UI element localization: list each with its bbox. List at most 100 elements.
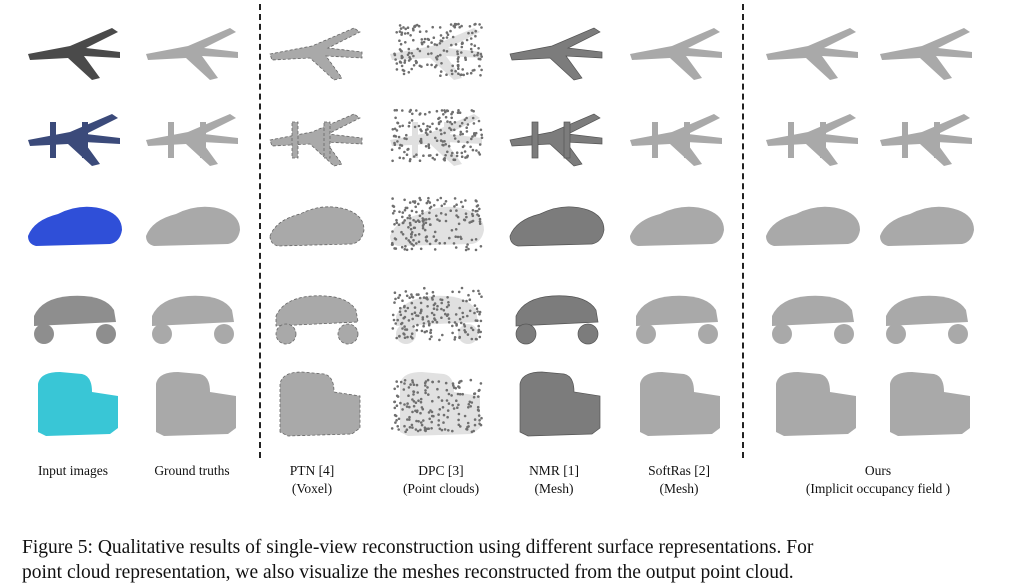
thumb-nmr-twin-boom-airplane xyxy=(502,92,610,174)
thumb-ours-view2-twin-boom-airplane xyxy=(872,92,980,174)
caption-line-1: Figure 5: Qualitative results of single-… xyxy=(22,537,814,558)
shape-semi-truck xyxy=(390,372,483,436)
col-label-dpc-line2: (Point clouds) xyxy=(402,481,480,496)
thumb-ours-view1-sports-car xyxy=(758,180,866,262)
shape-airplane xyxy=(880,28,972,80)
thumb-softras-twin-boom-airplane xyxy=(622,92,730,174)
shape-twin-boom-airplane xyxy=(146,114,238,166)
thumb-ours-view1-airplane xyxy=(758,6,866,88)
col-label-ptn-line2: (Voxel) xyxy=(291,481,333,496)
figure-caption: Figure 5: Qualitative results of single-… xyxy=(22,535,1002,585)
shape-sports-car xyxy=(630,206,724,246)
thumb-softras-semi-truck xyxy=(622,362,730,444)
shape-monster-truck xyxy=(275,295,359,345)
col-label-input: Input images xyxy=(8,462,138,480)
dashed-divider-left xyxy=(259,4,261,458)
thumb-dpc-sports-car xyxy=(382,180,490,262)
shape-sports-car xyxy=(766,206,860,246)
shape-sports-car xyxy=(390,196,484,252)
thumb-ours-view1-twin-boom-airplane xyxy=(758,92,866,174)
shape-twin-boom-airplane xyxy=(269,113,363,167)
thumb-ground-truth-semi-truck xyxy=(138,362,246,444)
col-label-ptn: PTN [4] (Voxel) xyxy=(247,462,377,498)
thumb-dpc-airplane xyxy=(382,6,490,88)
thumb-ptn-semi-truck xyxy=(262,362,370,444)
shape-semi-truck xyxy=(519,371,601,437)
shape-semi-truck xyxy=(279,371,361,437)
shape-monster-truck xyxy=(515,295,599,345)
thumb-nmr-semi-truck xyxy=(502,362,610,444)
thumb-ours-view2-sports-car xyxy=(872,180,980,262)
col-label-softras: SoftRas [2] (Mesh) xyxy=(614,462,744,498)
thumb-nmr-airplane xyxy=(502,6,610,88)
col-label-input-line1: Input images xyxy=(37,463,109,478)
shape-sports-car xyxy=(269,206,365,247)
thumb-input-monster-truck xyxy=(20,270,128,352)
thumb-dpc-twin-boom-airplane xyxy=(382,92,490,174)
thumb-ours-view1-semi-truck xyxy=(758,362,866,444)
shape-airplane xyxy=(630,28,722,80)
col-label-dpc: DPC [3] (Point clouds) xyxy=(376,462,506,498)
thumb-input-semi-truck xyxy=(20,362,128,444)
shape-semi-truck xyxy=(156,372,236,436)
thumb-ours-view2-monster-truck xyxy=(872,270,980,352)
shape-monster-truck xyxy=(886,295,968,344)
shape-monster-truck xyxy=(152,295,234,344)
thumb-softras-airplane xyxy=(622,6,730,88)
col-label-nmr-line1: NMR [1] xyxy=(529,463,579,478)
thumb-ptn-sports-car xyxy=(262,180,370,262)
shape-semi-truck xyxy=(890,372,970,436)
thumb-ours-view2-airplane xyxy=(872,6,980,88)
thumb-softras-sports-car xyxy=(622,180,730,262)
col-label-ptn-line1: PTN [4] xyxy=(289,463,335,478)
shape-twin-boom-airplane xyxy=(880,114,972,166)
thumb-ground-truth-airplane xyxy=(138,6,246,88)
thumb-input-sports-car xyxy=(20,180,128,262)
col-label-ground-truth-line1: Ground truths xyxy=(154,463,230,478)
shape-sports-car xyxy=(28,206,122,246)
shape-airplane xyxy=(766,28,858,80)
shape-monster-truck xyxy=(636,295,718,344)
col-label-ours-line2: (Implicit occupancy field ) xyxy=(805,481,951,496)
shape-sports-car xyxy=(880,206,974,246)
thumb-input-twin-boom-airplane xyxy=(20,92,128,174)
shape-sports-car xyxy=(509,206,605,247)
shape-semi-truck xyxy=(38,372,118,436)
col-label-dpc-line1: DPC [3] xyxy=(418,463,464,478)
thumb-dpc-semi-truck xyxy=(382,362,490,444)
thumb-dpc-monster-truck xyxy=(382,270,490,352)
shape-monster-truck xyxy=(772,295,854,344)
shape-twin-boom-airplane xyxy=(630,114,722,166)
thumb-ptn-monster-truck xyxy=(262,270,370,352)
shape-airplane xyxy=(269,27,363,81)
col-label-nmr: NMR [1] (Mesh) xyxy=(489,462,619,498)
shape-semi-truck xyxy=(640,372,720,436)
col-label-nmr-line2: (Mesh) xyxy=(534,481,574,496)
thumb-nmr-sports-car xyxy=(502,180,610,262)
thumb-ground-truth-sports-car xyxy=(138,180,246,262)
thumb-softras-monster-truck xyxy=(622,270,730,352)
shape-twin-boom-airplane xyxy=(28,114,120,166)
dashed-divider-right xyxy=(742,4,744,458)
thumb-ground-truth-twin-boom-airplane xyxy=(138,92,246,174)
col-label-softras-line2: (Mesh) xyxy=(659,481,699,496)
shape-semi-truck xyxy=(776,372,856,436)
thumb-nmr-monster-truck xyxy=(502,270,610,352)
thumb-ours-view2-semi-truck xyxy=(872,362,980,444)
col-label-ours-line1: Ours xyxy=(864,463,892,478)
thumb-ours-view1-monster-truck xyxy=(758,270,866,352)
col-label-softras-line1: SoftRas [2] xyxy=(648,463,710,478)
col-label-ours: Ours (Implicit occupancy field ) xyxy=(788,462,968,498)
caption-line-2: point cloud representation, we also visu… xyxy=(22,562,794,583)
thumb-ptn-airplane xyxy=(262,6,370,88)
shape-airplane xyxy=(390,22,483,80)
shape-monster-truck xyxy=(391,286,483,344)
shape-airplane xyxy=(146,28,238,80)
thumb-ptn-twin-boom-airplane xyxy=(262,92,370,174)
shape-monster-truck xyxy=(34,295,116,344)
thumb-input-airplane xyxy=(20,6,128,88)
shape-airplane xyxy=(509,27,603,81)
shape-airplane xyxy=(28,28,120,80)
shape-sports-car xyxy=(146,206,240,246)
shape-twin-boom-airplane xyxy=(509,113,603,167)
